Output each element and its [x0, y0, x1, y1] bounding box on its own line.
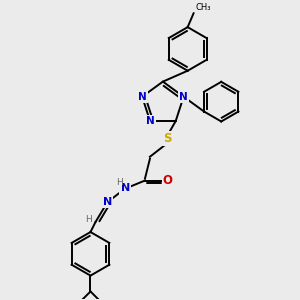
Text: H: H	[116, 178, 123, 187]
Text: CH₃: CH₃	[196, 3, 211, 12]
Text: N: N	[103, 197, 112, 207]
Text: H: H	[85, 215, 92, 224]
Text: N: N	[138, 92, 146, 102]
Text: N: N	[179, 92, 188, 102]
Text: S: S	[164, 132, 172, 146]
Text: N: N	[146, 116, 154, 126]
Text: N: N	[121, 183, 130, 194]
Text: O: O	[163, 174, 173, 187]
